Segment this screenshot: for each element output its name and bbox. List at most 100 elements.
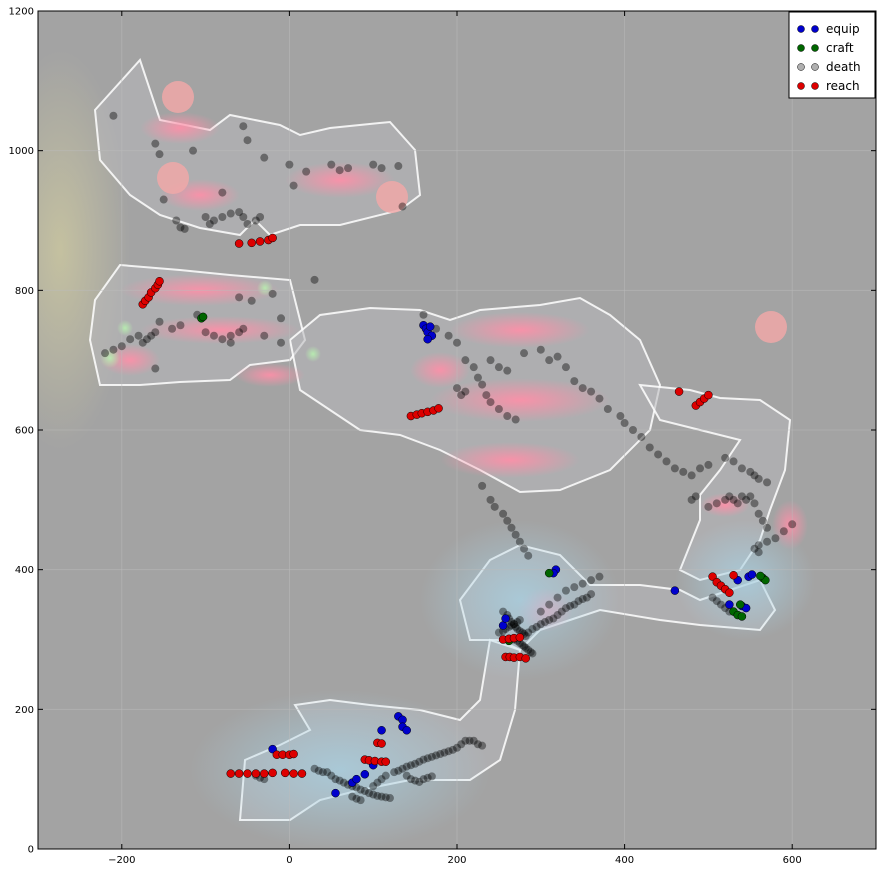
- legend-label-reach: reach: [826, 79, 860, 93]
- legend: equip craft death reach: [788, 11, 876, 99]
- death-point: [520, 642, 529, 651]
- death-point: [679, 467, 688, 476]
- death-point: [394, 766, 403, 775]
- death-point: [448, 745, 457, 754]
- death-point: [746, 492, 755, 501]
- death-point: [595, 572, 604, 581]
- reach-point: [515, 633, 525, 642]
- death-point: [478, 481, 487, 490]
- death-point: [398, 764, 407, 773]
- death-point: [574, 597, 583, 606]
- death-point: [708, 593, 717, 602]
- death-point: [561, 363, 570, 372]
- reach-point: [226, 769, 235, 778]
- death-point: [218, 213, 227, 222]
- death-point: [176, 223, 185, 232]
- death-point: [499, 509, 508, 518]
- death-point: [540, 618, 549, 627]
- death-point: [662, 457, 671, 466]
- death-point: [394, 162, 403, 171]
- death-point: [616, 412, 625, 421]
- death-point: [587, 590, 596, 599]
- legend-label-death: death: [826, 60, 861, 74]
- death-point: [545, 615, 554, 624]
- death-point: [419, 755, 428, 764]
- death-point: [603, 405, 612, 414]
- equip-point: [423, 334, 432, 344]
- reach-point: [251, 769, 261, 778]
- death-point: [553, 593, 562, 602]
- death-point: [205, 219, 214, 228]
- death-point: [578, 384, 587, 393]
- death-point: [243, 219, 252, 228]
- death-point: [327, 160, 336, 169]
- death-point: [432, 751, 441, 760]
- death-point: [369, 782, 378, 791]
- death-point: [406, 761, 415, 770]
- death-point: [524, 628, 533, 637]
- craft-point: [737, 612, 747, 621]
- death-point: [754, 474, 763, 483]
- death-point: [520, 349, 529, 358]
- death-point: [406, 775, 415, 784]
- death-point: [528, 625, 537, 634]
- death-point: [582, 593, 591, 602]
- death-point: [398, 202, 407, 211]
- legend-marker: [797, 63, 805, 71]
- reach-point: [247, 238, 256, 248]
- reach-point: [243, 769, 252, 778]
- death-point: [518, 641, 527, 650]
- y-tick-label: 1000: [9, 146, 34, 157]
- death-point: [453, 743, 461, 752]
- death-point: [716, 600, 725, 609]
- death-point: [390, 768, 399, 777]
- death-point: [645, 443, 654, 452]
- death-point: [101, 349, 110, 358]
- death-point: [524, 645, 533, 654]
- reach-point: [674, 387, 684, 396]
- death-point: [352, 794, 361, 803]
- death-point: [256, 213, 265, 222]
- death-point: [457, 391, 466, 400]
- x-tick-label: 0: [286, 855, 292, 866]
- y-tick-label: 800: [15, 286, 34, 297]
- death-point: [339, 778, 348, 787]
- map-overlay: [38, 50, 815, 849]
- death-point: [134, 331, 143, 340]
- death-point: [528, 649, 537, 658]
- death-point: [507, 523, 516, 532]
- death-point: [469, 736, 478, 745]
- x-tick-label: 200: [447, 855, 466, 866]
- death-point: [318, 768, 327, 777]
- death-point: [503, 516, 512, 525]
- death-point: [566, 601, 575, 610]
- death-point: [373, 778, 382, 787]
- death-point: [365, 789, 374, 798]
- reach-point: [255, 237, 265, 246]
- death-point: [289, 181, 298, 190]
- craft-point: [544, 568, 554, 578]
- death-point: [486, 356, 495, 365]
- death-point: [402, 762, 411, 771]
- death-point: [369, 160, 378, 169]
- death-point: [239, 122, 248, 131]
- death-point: [226, 209, 235, 218]
- death-point: [201, 328, 210, 337]
- death-point: [520, 544, 529, 553]
- y-tick-label: 200: [15, 705, 34, 716]
- death-point: [461, 736, 470, 745]
- death-point: [754, 509, 763, 518]
- death-point: [494, 363, 503, 372]
- death-point: [553, 352, 562, 361]
- death-point: [377, 792, 386, 801]
- death-point: [478, 741, 487, 750]
- data-points: [101, 111, 797, 805]
- death-point: [509, 620, 518, 629]
- legend-marker: [811, 82, 819, 90]
- death-point: [570, 583, 579, 592]
- death-point: [126, 335, 135, 344]
- death-point: [436, 750, 445, 759]
- death-point: [511, 415, 520, 424]
- death-point: [323, 768, 332, 777]
- death-point: [587, 387, 596, 396]
